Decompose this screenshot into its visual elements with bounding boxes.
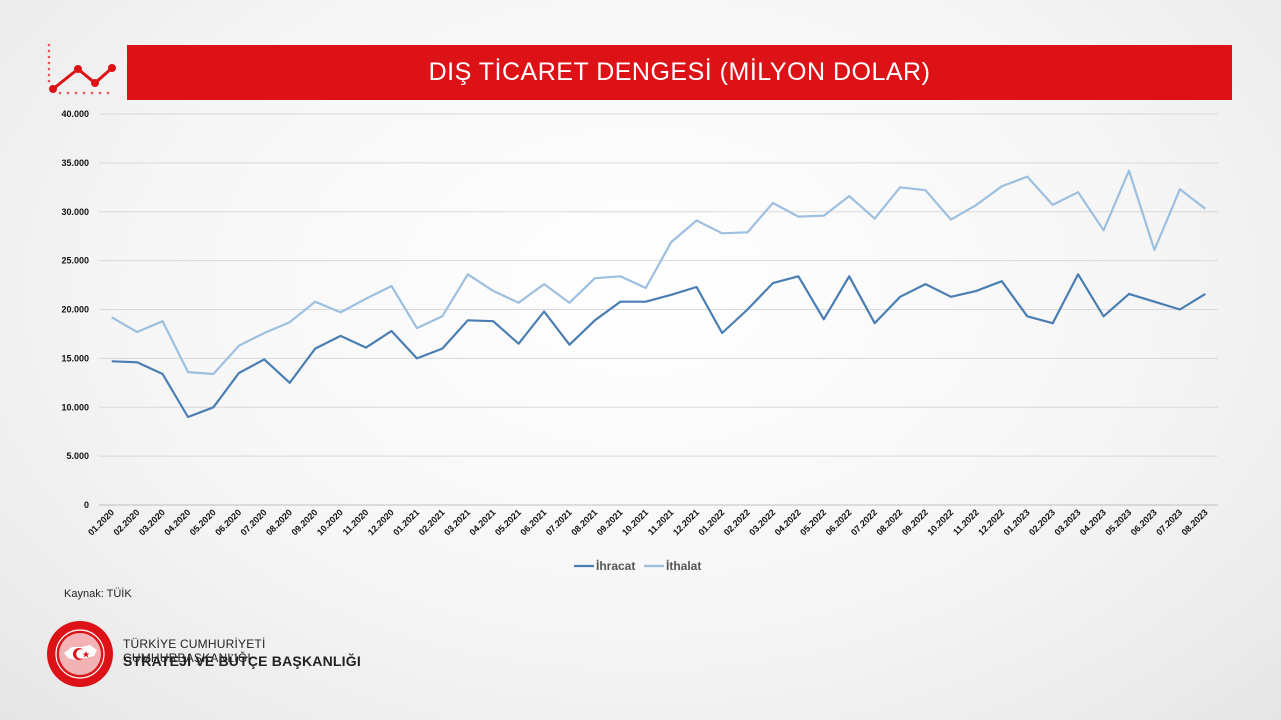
x-tick-label: 04.2021: [468, 507, 498, 537]
x-tick-label: 03.2021: [442, 507, 472, 537]
x-tick-label: 07.2023: [1154, 507, 1184, 537]
x-tick-label: 06.2023: [1129, 507, 1159, 537]
x-tick-label: 12.2020: [366, 507, 396, 537]
x-tick-label: 10.2021: [620, 507, 650, 537]
chart-title-bar: DIŞ TİCARET DENGESİ (MİLYON DOLAR): [127, 45, 1232, 100]
x-tick-label: 09.2020: [289, 507, 319, 537]
source-note: Kaynak: TÜİK: [64, 588, 132, 600]
x-tick-label: 05.2021: [493, 507, 523, 537]
organization-block: TÜRKİYE CUMHURİYETİ CUMHURBAŞKANLIĞI STR…: [46, 620, 386, 690]
x-tick-label: 05.2023: [1103, 507, 1133, 537]
y-tick-label: 30.000: [61, 207, 89, 217]
x-tick-label: 06.2022: [824, 507, 854, 537]
x-tick-label: 09.2022: [900, 507, 930, 537]
x-tick-label: 08.2021: [569, 507, 599, 537]
y-tick-label: 20.000: [61, 305, 89, 315]
x-tick-label: 11.2021: [646, 507, 676, 537]
x-tick-label: 01.2021: [391, 507, 421, 537]
x-tick-label: 04.2023: [1078, 507, 1108, 537]
y-tick-label: 10.000: [61, 402, 89, 412]
chart-title: DIŞ TİCARET DENGESİ (MİLYON DOLAR): [428, 58, 931, 86]
x-tick-label: 05.2022: [798, 507, 828, 537]
x-tick-label: 07.2021: [544, 507, 574, 537]
x-tick-label: 03.2023: [1052, 507, 1082, 537]
x-tick-label: 04.2022: [773, 507, 803, 537]
organization-seal-logo: [47, 621, 113, 687]
organization-line-2: STRATEJİ VE BÜTÇE BAŞKANLIĞI: [123, 653, 361, 669]
x-tick-label: 03.2020: [137, 507, 167, 537]
x-tick-label: 01.2020: [86, 507, 116, 537]
legend-label: İhracat: [596, 558, 635, 573]
x-tick-label: 01.2022: [696, 507, 726, 537]
x-tick-label: 02.2023: [1027, 507, 1057, 537]
x-tick-label: 11.2022: [951, 507, 981, 537]
x-tick-label: 06.2021: [518, 507, 548, 537]
x-tick-label: 10.2022: [925, 507, 955, 537]
x-tick-label: 04.2020: [162, 507, 192, 537]
x-tick-label: 02.2022: [722, 507, 752, 537]
y-tick-label: 35.000: [61, 158, 89, 168]
x-tick-label: 12.2021: [671, 507, 701, 537]
x-tick-label: 09.2021: [595, 507, 625, 537]
x-tick-label: 08.2023: [1180, 507, 1210, 537]
x-tick-label: 02.2020: [111, 507, 141, 537]
y-tick-label: 5.000: [66, 451, 89, 461]
x-tick-label: 06.2020: [213, 507, 243, 537]
y-tick-label: 40.000: [61, 109, 89, 119]
legend-label: İthalat: [666, 558, 701, 573]
y-tick-label: 25.000: [61, 256, 89, 266]
x-tick-label: 05.2020: [188, 507, 218, 537]
x-tick-label: 11.2020: [341, 507, 371, 537]
x-tick-label: 07.2020: [239, 507, 269, 537]
x-tick-label: 02.2021: [417, 507, 447, 537]
line-chart-icon: [47, 43, 116, 95]
x-tick-label: 07.2022: [849, 507, 879, 537]
x-tick-label: 08.2022: [874, 507, 904, 537]
x-tick-label: 10.2020: [315, 507, 345, 537]
x-tick-label: 03.2022: [747, 507, 777, 537]
y-tick-label: 15.000: [61, 353, 89, 363]
series-line-i̇thalat: [111, 169, 1206, 376]
x-tick-label: 08.2020: [264, 507, 294, 537]
series-line-i̇hracat: [111, 273, 1206, 419]
y-tick-label: 0: [84, 500, 89, 510]
x-tick-label: 12.2022: [976, 507, 1006, 537]
x-tick-label: 01.2023: [1002, 507, 1032, 537]
organization-line-1: TÜRKİYE CUMHURİYETİ CUMHURBAŞKANLIĞI: [123, 637, 266, 665]
